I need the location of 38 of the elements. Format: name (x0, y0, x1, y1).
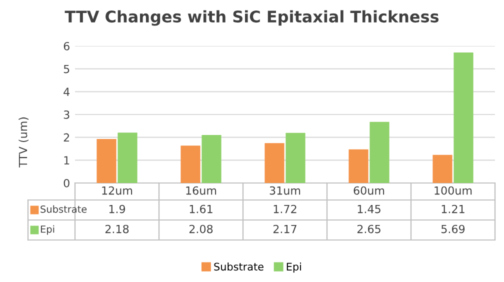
text: Substrate (214, 262, 264, 271)
data-label: 1.61 (190, 204, 212, 214)
bar (118, 132, 138, 183)
x-tick-label: 31um (270, 186, 300, 195)
data-label: 5.69 (441, 224, 465, 234)
x-tick-label: 12um (102, 186, 132, 195)
bar (96, 139, 116, 183)
y-tick-label: 3 (64, 110, 70, 119)
bar (432, 154, 452, 183)
y-tick-label: 6 (64, 42, 70, 50)
data-label: 2.18 (105, 224, 129, 234)
x-tick-label: 100um (434, 186, 472, 195)
data-label: 1.72 (274, 204, 296, 214)
bar (454, 52, 474, 183)
data-label: 1.21 (442, 204, 464, 214)
bar (264, 143, 284, 183)
bar (370, 122, 390, 183)
data-label: 1.9 (109, 204, 126, 214)
y-tick-label: 1 (64, 156, 70, 164)
data-label: 2.17 (273, 224, 296, 234)
y-tick-label: 4 (64, 88, 70, 96)
bar (202, 134, 222, 183)
data-label: 1.45 (358, 204, 380, 214)
data-label: 2.08 (189, 224, 213, 234)
bar (180, 146, 200, 183)
bar (286, 132, 306, 183)
x-tick-label: 60um (354, 186, 384, 195)
chart-title: TTV Changes with SiC Epitaxial Thickness (64, 10, 439, 26)
text: Epi (286, 262, 301, 273)
y-axis-title: TTV (um) (18, 117, 29, 168)
legend-label: Substrate (40, 205, 87, 213)
x-tick-label: 16um (186, 186, 216, 195)
y-tick-label: 0 (64, 178, 70, 188)
data-label: 2.65 (357, 224, 380, 234)
bar (348, 149, 368, 183)
legend-label: Epi (40, 225, 54, 235)
y-tick-label: 2 (64, 133, 70, 142)
y-tick-label: 5 (64, 64, 70, 74)
